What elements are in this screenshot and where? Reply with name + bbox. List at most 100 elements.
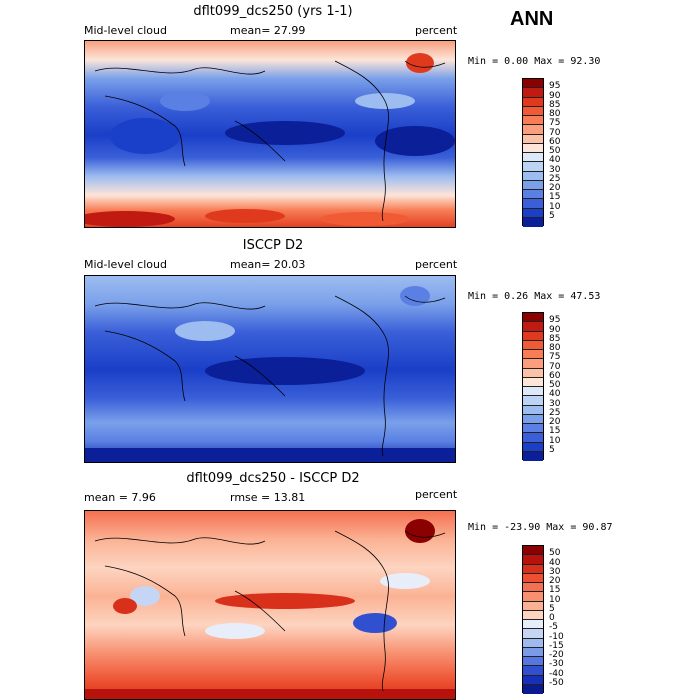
colorbar-label: 95 — [549, 315, 561, 326]
colorbar-swatch — [523, 180, 543, 190]
colorbar-swatch — [523, 88, 543, 98]
colorbar-swatch — [523, 377, 543, 387]
colorbar-swatch — [523, 190, 543, 200]
colorbar-label: 15 — [549, 426, 561, 437]
panel3-units-label: percent — [415, 488, 458, 501]
colorbar-label: 30 — [549, 164, 561, 175]
colorbar-label: 10 — [549, 201, 561, 212]
colorbar-label: 30 — [549, 566, 561, 577]
colorbar-swatch — [523, 396, 543, 406]
colorbar-swatch — [523, 97, 543, 107]
colorbar-swatch — [523, 573, 543, 583]
panel1-map-field — [85, 41, 455, 227]
panel2-units-label: percent — [415, 258, 458, 271]
panel3-title: dflt099_dcs250 - ISCCP D2 — [186, 471, 360, 486]
panel3-rmse-label: rmse = 13.81 — [230, 491, 306, 504]
panel3-map-field — [85, 511, 455, 699]
colorbar-swatch — [523, 675, 543, 685]
colorbar-label: 50 — [549, 548, 561, 559]
colorbar-label: 60 — [549, 370, 561, 381]
colorbar-swatch — [523, 657, 543, 667]
colorbar-swatch — [523, 601, 543, 611]
colorbar-label: -30 — [549, 659, 564, 670]
colorbar-label: 30 — [549, 398, 561, 409]
colorbar-label: 70 — [549, 127, 561, 138]
colorbar-swatch — [523, 424, 543, 434]
colorbar-label: 40 — [549, 557, 561, 568]
colorbar-label: 20 — [549, 576, 561, 586]
colorbar-swatch — [523, 629, 543, 639]
season-label: ANN — [510, 8, 554, 30]
panel3-map — [84, 510, 456, 700]
colorbar-label: 10 — [549, 594, 561, 605]
colorbar-swatch — [523, 442, 543, 452]
panel1-units-label: percent — [415, 24, 458, 37]
colorbar-label: 50 — [549, 380, 561, 390]
panel2-minmax: Min = 0.26 Max = 47.53 — [468, 291, 601, 302]
colorbar-swatch — [523, 555, 543, 565]
colorbar-swatch — [523, 162, 543, 172]
colorbar-swatch — [523, 199, 543, 209]
colorbar-label: 25 — [549, 173, 561, 184]
colorbar-label: 50 — [549, 146, 561, 156]
colorbar-swatch — [523, 143, 543, 153]
colorbar-swatch — [523, 368, 543, 378]
colorbar-swatch — [523, 564, 543, 574]
colorbar-swatch — [523, 217, 543, 227]
colorbar-label: 85 — [549, 333, 561, 344]
colorbar-label: 5 — [549, 603, 555, 614]
colorbar-label: -50 — [549, 677, 564, 688]
colorbar-swatch — [523, 313, 543, 323]
colorbar-label: 60 — [549, 136, 561, 147]
colorbar-label: 70 — [549, 361, 561, 372]
colorbar-swatch — [523, 546, 543, 556]
panel1-map — [84, 40, 456, 228]
panel2-colorbar — [522, 312, 544, 461]
colorbar-label: 20 — [549, 183, 561, 193]
colorbar-label: 90 — [549, 324, 561, 335]
colorbar-swatch — [523, 451, 543, 461]
colorbar-swatch — [523, 666, 543, 676]
colorbar-label: -10 — [549, 631, 564, 642]
colorbar-label: 40 — [549, 155, 561, 166]
panel1-title: dflt099_dcs250 (yrs 1-1) — [193, 4, 353, 19]
panel2-map — [84, 275, 456, 463]
colorbar-swatch — [523, 322, 543, 332]
colorbar-swatch — [523, 433, 543, 443]
panel3-minmax: Min = -23.90 Max = 90.87 — [468, 522, 613, 533]
panel2-variable-label: Mid-level cloud — [84, 258, 167, 271]
colorbar-swatch — [523, 405, 543, 415]
colorbar-swatch — [523, 638, 543, 648]
panel1-mean-label: mean= 27.99 — [230, 24, 306, 37]
colorbar-swatch — [523, 106, 543, 116]
panel1-variable-label: Mid-level cloud — [84, 24, 167, 37]
colorbar-swatch — [523, 620, 543, 630]
colorbar-swatch — [523, 125, 543, 135]
panel3-colorbar — [522, 545, 544, 694]
colorbar-swatch — [523, 583, 543, 593]
colorbar-label: 80 — [549, 109, 561, 119]
panel2-title: ISCCP D2 — [242, 238, 304, 253]
colorbar-label: 40 — [549, 389, 561, 400]
colorbar-label: -20 — [549, 650, 564, 660]
colorbar-swatch — [523, 340, 543, 350]
colorbar-swatch — [523, 153, 543, 163]
colorbar-label: 15 — [549, 585, 561, 596]
panel2-mean-label: mean= 20.03 — [230, 258, 306, 271]
colorbar-label: 15 — [549, 192, 561, 203]
colorbar-label: 90 — [549, 90, 561, 101]
colorbar-label: -15 — [549, 640, 564, 651]
colorbar-swatch — [523, 414, 543, 424]
colorbar-label: -5 — [549, 622, 558, 633]
colorbar-swatch — [523, 134, 543, 144]
colorbar-swatch — [523, 208, 543, 218]
colorbar-label: 20 — [549, 417, 561, 427]
colorbar-swatch — [523, 350, 543, 360]
colorbar-swatch — [523, 387, 543, 397]
colorbar-swatch — [523, 79, 543, 89]
colorbar-swatch — [523, 610, 543, 620]
panel1-minmax: Min = 0.00 Max = 92.30 — [468, 56, 601, 67]
colorbar-swatch — [523, 116, 543, 126]
colorbar-swatch — [523, 359, 543, 369]
colorbar-label: 85 — [549, 99, 561, 110]
